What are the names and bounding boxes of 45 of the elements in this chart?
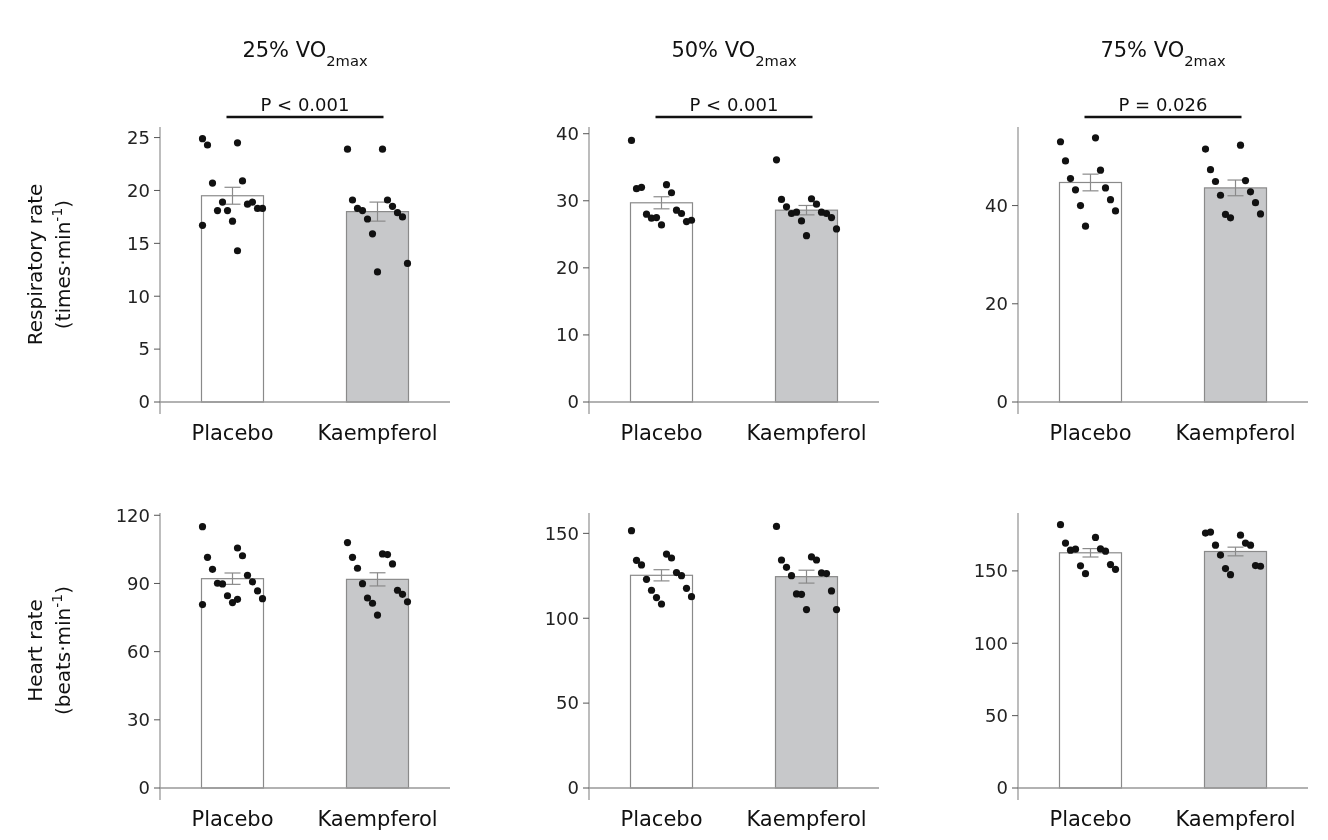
y-tick-label: 20 bbox=[985, 293, 1008, 315]
x-tick-label: Kaempferol bbox=[746, 421, 867, 445]
x-tick-label: Kaempferol bbox=[746, 807, 867, 831]
y-tick-label: 0 bbox=[138, 391, 150, 413]
y-tick-label: 100 bbox=[973, 632, 1008, 654]
y-tick-label: 40 bbox=[556, 123, 579, 145]
x-tick-label: Placebo bbox=[620, 421, 703, 445]
y-tick-label: 0 bbox=[996, 391, 1008, 413]
y-tick-label: 15 bbox=[127, 232, 150, 254]
text: P < 0.001 bbox=[689, 94, 779, 115]
y-tick-label: 50 bbox=[985, 704, 1008, 726]
x-tick-label: Kaempferol bbox=[317, 421, 438, 445]
chart-title: 75% VO$_{2max}$ bbox=[1100, 38, 1226, 69]
y-tick-label: 20 bbox=[556, 257, 579, 279]
y-tick-label: 60 bbox=[127, 640, 150, 662]
y-tick-label: 40 bbox=[985, 194, 1008, 216]
x-tick-label: Kaempferol bbox=[1175, 421, 1296, 445]
y-tick-label: 5 bbox=[138, 338, 150, 360]
y-tick-label: 25 bbox=[127, 126, 150, 148]
y-tick-label: 120 bbox=[115, 504, 150, 526]
y-tick-label: 0 bbox=[567, 777, 579, 799]
x-tick-label: Placebo bbox=[191, 421, 274, 445]
x-tick-label: Kaempferol bbox=[1175, 807, 1296, 831]
y-tick-label: 0 bbox=[138, 777, 150, 799]
x-tick-label: Placebo bbox=[1049, 421, 1132, 445]
chart-title: 50% VO$_{2max}$ bbox=[671, 38, 797, 69]
y-tick-label: 30 bbox=[127, 709, 150, 731]
x-tick-label: Placebo bbox=[191, 807, 274, 831]
y-tick-label: 150 bbox=[973, 560, 1008, 582]
y-tick-label: 10 bbox=[556, 324, 579, 346]
x-tick-label: Placebo bbox=[620, 807, 703, 831]
x-tick-label: Placebo bbox=[1049, 807, 1132, 831]
text: P < 0.001 bbox=[260, 94, 350, 115]
y-tick-label: 90 bbox=[127, 572, 150, 594]
y-tick-label: 20 bbox=[127, 179, 150, 201]
y-tick-label: 10 bbox=[127, 285, 150, 307]
y-tick-label: 100 bbox=[544, 607, 579, 629]
y-tick-label: 30 bbox=[556, 190, 579, 212]
y-tick-label: 150 bbox=[544, 522, 579, 544]
text: P = 0.026 bbox=[1118, 94, 1208, 115]
y-tick-label: 0 bbox=[996, 777, 1008, 799]
y-tick-label: 0 bbox=[567, 391, 579, 413]
x-tick-label: Kaempferol bbox=[317, 807, 438, 831]
chart-title: 25% VO$_{2max}$ bbox=[242, 38, 368, 69]
y-tick-label: 50 bbox=[556, 692, 579, 714]
